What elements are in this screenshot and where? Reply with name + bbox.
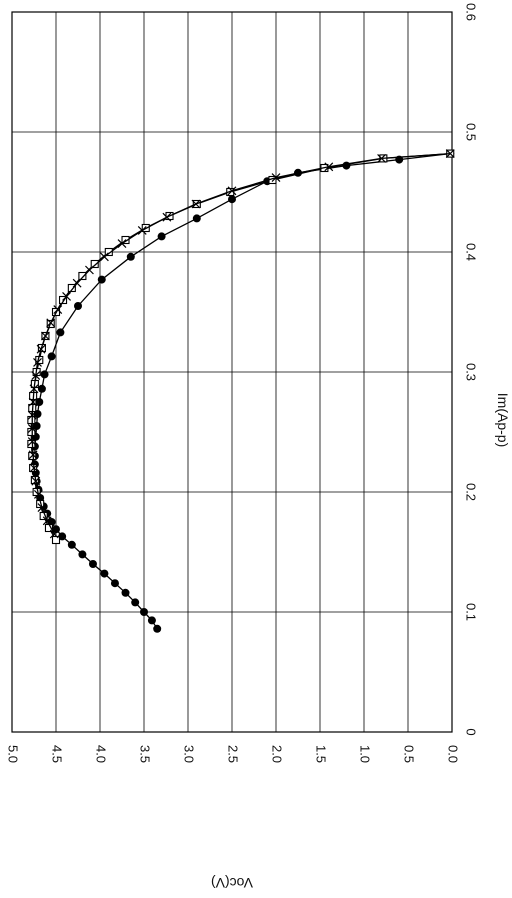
data-point	[41, 331, 50, 341]
y-tick-label: 0.5	[402, 745, 417, 763]
data-point	[78, 271, 87, 281]
data-point	[28, 450, 38, 460]
x-tick-label: 0.6	[464, 3, 479, 21]
data-point	[88, 560, 97, 568]
data-point	[27, 410, 37, 420]
y-tick-label: 4.0	[94, 745, 109, 763]
tick-labels: 0 0.1 0.2 0.3 0.4 0.5 0.6 0.0 0.5 1.0 1.5 2.0 2.5 3.0…	[6, 3, 479, 763]
data-point	[78, 550, 87, 559]
y-tick-label: 4.5	[50, 745, 65, 763]
data-point	[33, 357, 42, 367]
y-tick-label: 0.0	[446, 745, 461, 763]
x-axis-label: Im(Ap-p)	[495, 393, 511, 447]
data-point	[52, 525, 60, 534]
data-point	[191, 199, 201, 209]
data-point	[72, 278, 82, 288]
data-point	[40, 370, 49, 379]
y-tick-label: 2.5	[226, 745, 241, 763]
data-point	[37, 503, 47, 513]
data-point	[97, 275, 106, 284]
data-point	[49, 529, 59, 539]
x-tick-label: 0.1	[464, 603, 479, 621]
data-point	[67, 283, 76, 293]
data-point	[99, 252, 109, 262]
data-point	[192, 214, 201, 223]
data-point	[104, 247, 113, 257]
data-point	[137, 225, 147, 235]
data-point	[35, 398, 44, 406]
y-tick-label: 1.0	[358, 745, 373, 763]
x-tick-label: 0	[464, 728, 479, 735]
data-point	[56, 328, 65, 337]
data-point	[100, 569, 109, 578]
data-point	[42, 516, 52, 526]
data-point	[271, 173, 281, 183]
x-tick-label: 0.3	[464, 363, 479, 381]
y-tick-label: 2.0	[270, 745, 285, 763]
data-point	[46, 318, 56, 328]
data-point	[29, 384, 39, 394]
data-point	[445, 149, 455, 159]
data-point	[140, 608, 148, 616]
grid	[12, 12, 452, 732]
y-tick-label: 5.0	[6, 745, 21, 763]
data-point	[31, 371, 41, 381]
data-point	[33, 489, 43, 499]
data-point	[162, 212, 172, 222]
data-point	[227, 186, 237, 196]
data-point	[228, 195, 236, 204]
data-point	[27, 437, 37, 447]
data-point	[157, 232, 166, 241]
y-tick-label: 1.5	[314, 745, 329, 763]
x-tick-label: 0.2	[464, 483, 479, 501]
y-tick-label: 3.5	[138, 745, 153, 763]
y-tick-label: 3.0	[182, 745, 197, 763]
data-point	[27, 423, 37, 433]
data-point	[53, 305, 63, 315]
data-point	[67, 540, 76, 549]
data-point	[37, 384, 46, 393]
data-point	[153, 624, 162, 633]
series-3	[27, 149, 455, 539]
data-point	[121, 588, 130, 597]
x-tick-label: 0.5	[464, 123, 479, 141]
data-point	[47, 352, 56, 361]
data-point	[324, 162, 334, 172]
data-point	[377, 153, 387, 163]
data-point	[62, 291, 71, 301]
data-point	[28, 397, 38, 407]
x-tick-label: 0.4	[464, 243, 479, 261]
data-point	[85, 265, 94, 275]
data-point	[342, 161, 351, 170]
data-point	[110, 579, 119, 588]
data-point	[36, 344, 46, 354]
data-point	[74, 302, 82, 310]
data-point	[131, 598, 140, 607]
data-point	[126, 252, 135, 261]
data-point	[90, 259, 99, 269]
data-point	[31, 476, 41, 486]
data-point	[29, 463, 39, 473]
data-point	[147, 616, 156, 625]
series-layer	[27, 149, 455, 633]
y-axis-label: Voc(V)	[211, 875, 253, 891]
data-point	[117, 239, 127, 249]
data-point	[29, 463, 38, 473]
data-point	[58, 532, 67, 541]
